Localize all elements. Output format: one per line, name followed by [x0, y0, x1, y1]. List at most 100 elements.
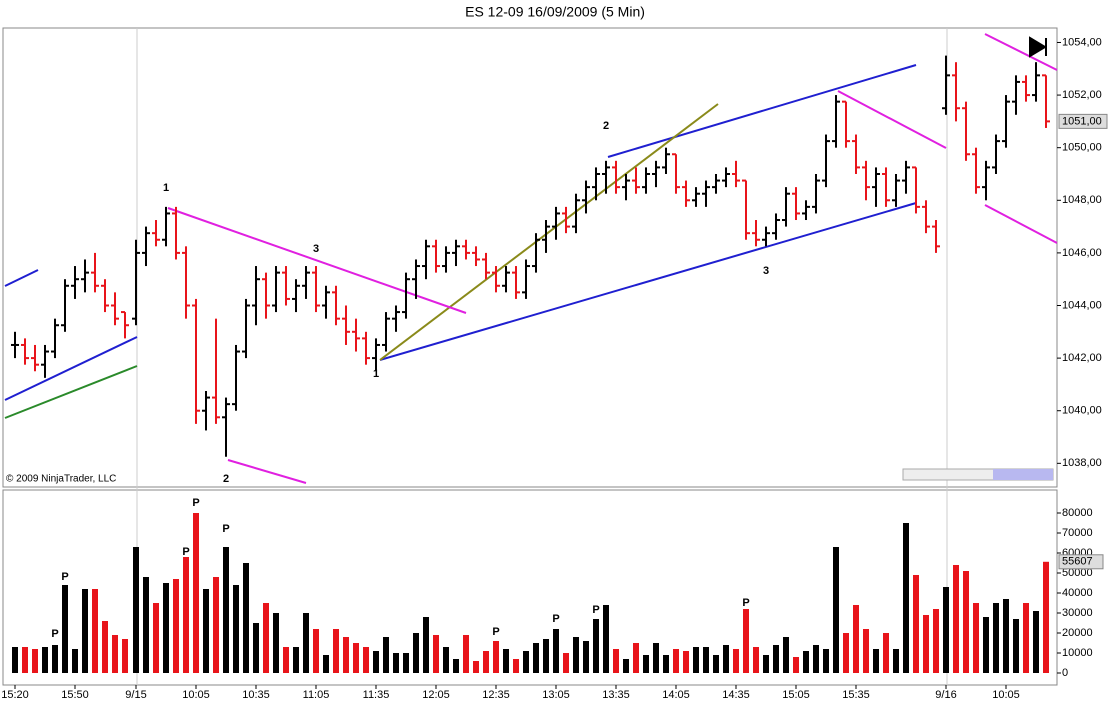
volume-bar — [163, 583, 169, 673]
volume-bar — [573, 637, 579, 673]
volume-bar — [333, 629, 339, 673]
annotation: 3 — [313, 243, 319, 255]
trend-line — [227, 459, 307, 484]
x-tick-label: 15:50 — [61, 689, 89, 701]
annotation: P — [492, 626, 499, 638]
volume-bar — [42, 647, 48, 673]
x-tick-label: 15:05 — [782, 689, 810, 701]
volume-bar — [723, 645, 729, 673]
volume-bar — [823, 649, 829, 673]
volume-bar — [323, 655, 329, 673]
volume-bar — [52, 645, 58, 673]
volume-bar — [153, 603, 159, 673]
annotation: P — [592, 604, 599, 616]
volume-bar — [953, 565, 959, 673]
volume-bar — [143, 577, 149, 673]
volume-bar — [983, 617, 989, 673]
volume-bar — [863, 629, 869, 673]
x-tick-label: 11:35 — [363, 689, 390, 701]
volume-bar — [693, 647, 699, 673]
x-tick-label: 12:05 — [422, 689, 450, 701]
trend-line — [379, 103, 719, 361]
price-panel — [2, 27, 1058, 488]
x-tick-label: 14:05 — [662, 689, 690, 701]
volume-bar — [443, 647, 449, 673]
last-price-label: 1051,00 — [1062, 115, 1102, 127]
volume-bar — [243, 563, 249, 673]
chart-title: ES 12-09 16/09/2009 (5 Min) — [465, 4, 645, 20]
volume-bar — [523, 651, 529, 673]
annotation: P — [222, 523, 229, 535]
volume-bar — [743, 609, 749, 673]
volume-bar — [543, 639, 549, 673]
volume-bar — [683, 651, 689, 673]
volume-bar — [363, 647, 369, 673]
volume-bar — [72, 649, 78, 673]
y-tick-label: 1040,00 — [1062, 405, 1102, 417]
x-tick-label: 9/16 — [935, 689, 956, 701]
volume-bar — [112, 635, 118, 673]
annotation: P — [552, 613, 559, 625]
scroll-thumb[interactable] — [993, 469, 1053, 480]
volume-bar — [233, 585, 239, 673]
annotation: P — [192, 497, 199, 509]
y2-tick-label: 0 — [1062, 667, 1068, 679]
volume-bar — [393, 653, 399, 673]
volume-bar — [383, 637, 389, 673]
volume-bar — [463, 635, 469, 673]
volume-bar — [423, 617, 429, 673]
annotation: P — [61, 571, 68, 583]
volume-bar — [353, 643, 359, 673]
x-tick-label: 10:05 — [182, 689, 210, 701]
x-tick-label: 11:05 — [303, 689, 330, 701]
volume-bar — [993, 603, 999, 673]
scroll-end-button[interactable] — [1029, 36, 1047, 58]
y2-tick-label: 20000 — [1062, 627, 1093, 639]
y-tick-label: 1044,00 — [1062, 299, 1102, 311]
volume-bar — [513, 659, 519, 673]
trend-line — [837, 90, 947, 149]
annotation: 3 — [763, 265, 769, 277]
volume-bar — [843, 633, 849, 673]
volume-bar — [503, 649, 509, 673]
volume-bar — [883, 633, 889, 673]
volume-bar — [773, 645, 779, 673]
volume-bar — [303, 613, 309, 673]
annotation: 2 — [603, 120, 609, 132]
volume-bar — [273, 613, 279, 673]
volume-bar — [533, 643, 539, 673]
volume-bar — [583, 641, 589, 673]
volume-bar — [923, 615, 929, 673]
trend-line — [4, 336, 138, 401]
y2-tick-label: 40000 — [1062, 587, 1093, 599]
y2-tick-label: 80000 — [1062, 507, 1093, 519]
x-tick-label: 15:20 — [1, 689, 29, 701]
volume-bar — [973, 603, 979, 673]
y2-tick-label: 50000 — [1062, 567, 1093, 579]
volume-bar — [703, 647, 709, 673]
y2-tick-label: 30000 — [1062, 607, 1093, 619]
volume-bar — [403, 653, 409, 673]
volume-bar — [22, 647, 28, 673]
annotation: 1 — [163, 182, 169, 194]
volume-bar — [563, 653, 569, 673]
y-tick-label: 1046,00 — [1062, 247, 1102, 259]
x-tick-label: 13:05 — [542, 689, 570, 701]
volume-bar — [313, 629, 319, 673]
volume-bar — [173, 579, 179, 673]
volume-bar — [713, 655, 719, 673]
volume-bar — [82, 589, 88, 673]
volume-bar — [673, 649, 679, 673]
x-tick-label: 13:35 — [602, 689, 630, 701]
drawing-tools — [4, 33, 1058, 484]
volume-bar — [343, 637, 349, 673]
volume-bar — [963, 571, 969, 673]
volume-bar — [653, 643, 659, 673]
volume-bar — [102, 621, 108, 673]
volume-bar — [593, 619, 599, 673]
trend-line — [4, 365, 138, 419]
volume-bar — [623, 659, 629, 673]
volume-bar — [223, 547, 229, 673]
trend-line — [379, 202, 917, 361]
